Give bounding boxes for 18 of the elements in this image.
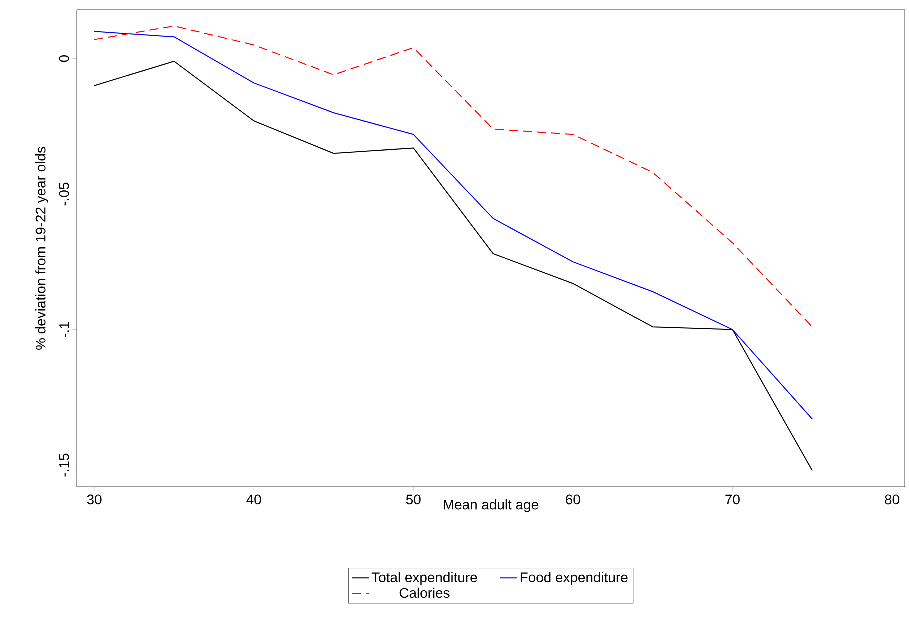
line-series bbox=[94, 31, 813, 420]
legend-label: Total expenditure bbox=[372, 572, 478, 586]
legend-label: Calories bbox=[400, 588, 450, 598]
line-series bbox=[94, 60, 813, 472]
y-tick-label: -.15 bbox=[60, 454, 70, 477]
x-tick-label: 30 bbox=[87, 494, 102, 505]
x-tick-label: 60 bbox=[566, 494, 580, 505]
x-tick-label: 70 bbox=[726, 494, 740, 505]
y-tick-label: -.05 bbox=[59, 182, 70, 206]
y-tick-label: -.1 bbox=[60, 322, 70, 338]
line-series bbox=[94, 26, 813, 328]
x-tick-label: 40 bbox=[246, 494, 262, 505]
x-axis-title: Mean adult age bbox=[444, 499, 538, 512]
x-tick-label: 50 bbox=[406, 494, 421, 505]
legend-label: Food expenditure bbox=[520, 572, 628, 586]
x-tick-label: 80 bbox=[885, 494, 900, 505]
y-axis-title: % deviation from 19-22 year olds bbox=[36, 147, 49, 350]
y-tick-label: 0 bbox=[59, 55, 70, 62]
